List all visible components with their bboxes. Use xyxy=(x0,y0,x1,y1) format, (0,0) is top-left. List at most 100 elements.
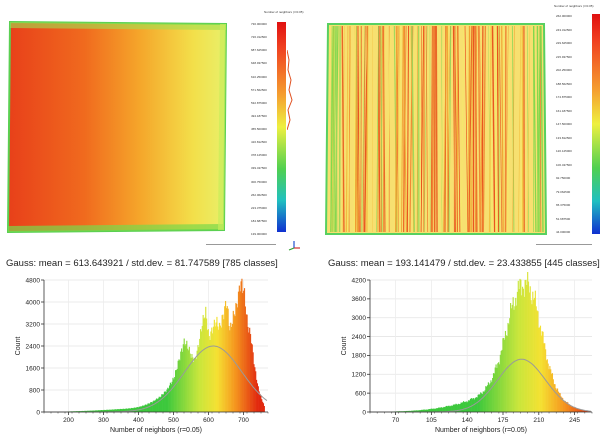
histogram-bar xyxy=(84,410,86,412)
point-stripe xyxy=(402,25,407,233)
histogram-bar xyxy=(95,410,97,412)
point-stripe xyxy=(506,25,509,233)
histogram-bar xyxy=(464,402,466,412)
point-stripe xyxy=(537,25,541,233)
histogram-bar xyxy=(499,354,501,412)
histogram-bar xyxy=(168,385,171,412)
histogram-bar xyxy=(503,337,505,412)
histogram-bar xyxy=(586,411,589,412)
histogram-bar xyxy=(430,408,432,412)
histogram-bar xyxy=(220,327,222,412)
histogram-bar xyxy=(539,325,542,412)
histogram-bar xyxy=(230,322,232,412)
histogram-bar xyxy=(467,401,469,412)
histogram-bar xyxy=(224,300,227,412)
histogram-bar xyxy=(133,407,135,412)
histogram-bar xyxy=(564,400,566,412)
histogram-bar xyxy=(511,304,513,412)
point-stripe xyxy=(401,25,404,233)
histogram-bar xyxy=(524,280,526,412)
histogram-bar xyxy=(547,363,549,412)
point-stripe xyxy=(533,25,537,233)
histogram-bar xyxy=(212,333,214,412)
scale-tick-label: 229.625000 xyxy=(556,41,572,45)
scale-tick-label: 161.187500 xyxy=(556,108,572,113)
histogram-bar xyxy=(442,407,444,412)
histogram-bar xyxy=(216,316,218,412)
histogram-bar xyxy=(583,410,585,412)
scale-tick-label: 730.000000 xyxy=(251,22,267,26)
point-stripe xyxy=(448,25,452,233)
histogram-bar xyxy=(213,319,215,412)
histogram-bar xyxy=(119,409,121,412)
histogram-bar xyxy=(549,366,551,412)
histogram-bar xyxy=(556,389,558,412)
scale-tick-label: 262.062500 xyxy=(251,192,267,197)
histogram-bar xyxy=(515,305,518,412)
histogram-bar xyxy=(506,335,508,412)
histogram-bar xyxy=(167,387,169,412)
histogram-bar xyxy=(157,398,159,412)
x-tick-label: 600 xyxy=(203,417,214,424)
histogram-bar xyxy=(164,391,166,412)
histogram-bar xyxy=(477,394,479,412)
histogram-bar xyxy=(193,361,195,412)
histogram-bar xyxy=(408,410,410,412)
histogram-bar xyxy=(196,350,198,412)
histogram-bar xyxy=(117,409,119,412)
histogram-bar xyxy=(170,384,172,412)
histogram-bar xyxy=(207,329,209,412)
histogram-bar xyxy=(416,410,418,412)
point-stripe xyxy=(505,25,509,233)
histogram-bar xyxy=(259,393,261,412)
histogram-bar xyxy=(134,407,136,412)
histogram-bar xyxy=(249,327,251,412)
histogram-bar xyxy=(166,389,168,412)
histogram-bar xyxy=(569,405,571,412)
histogram-bar xyxy=(459,404,461,412)
histogram-bar xyxy=(421,409,423,412)
scale-tick-label: 133.812500 xyxy=(556,135,572,140)
scale-tick-label: 262.000000 xyxy=(556,14,572,18)
point-stripe xyxy=(353,25,357,233)
point-cloud-view-left[interactable]: Number of neighbors (r=0.05) 730.000000 7… xyxy=(0,0,304,251)
histogram-bar xyxy=(173,379,175,412)
point-stripe xyxy=(376,25,379,233)
histogram-bar xyxy=(440,407,443,412)
histogram-bar xyxy=(161,394,163,412)
histogram-bar xyxy=(87,410,89,412)
point-stripe xyxy=(448,25,451,233)
histogram-bar xyxy=(162,394,164,412)
point-stripe xyxy=(399,25,402,233)
histogram-bar xyxy=(480,393,483,412)
histogram-bar xyxy=(462,402,464,412)
histogram-bar xyxy=(131,408,134,412)
histogram-bar xyxy=(94,410,96,412)
scale-tick-label: 571.562500 xyxy=(251,87,267,92)
histogram-bar xyxy=(546,359,548,412)
histogram-bar xyxy=(261,399,263,412)
histogram-bar xyxy=(211,327,213,412)
histogram-bar xyxy=(523,296,525,412)
scale-tick-label: 120.125000 xyxy=(556,149,572,153)
point-stripe xyxy=(386,25,391,233)
histogram-bar xyxy=(585,410,587,412)
histogram-bar xyxy=(481,394,483,412)
histogram-bar xyxy=(147,403,149,412)
histogram-bar xyxy=(181,351,184,412)
color-scale-left xyxy=(275,14,297,232)
histogram-bar xyxy=(571,406,573,412)
point-cloud-view-right[interactable]: Number of neighbors (r=0.05) 262.000000 2… xyxy=(304,0,608,250)
histogram-bar xyxy=(508,324,510,412)
axis-gizmo-icon[interactable] xyxy=(288,238,300,251)
histogram-bar xyxy=(409,410,411,412)
point-stripe xyxy=(441,25,445,233)
histogram-bar xyxy=(119,408,122,412)
scale-divider-right xyxy=(536,244,592,245)
histogram-bar xyxy=(177,360,179,412)
histogram-bar xyxy=(560,396,562,412)
histogram-bar xyxy=(97,410,99,412)
histogram-bar xyxy=(238,285,240,412)
histogram-bar xyxy=(263,405,265,412)
point-cloud-right xyxy=(324,23,548,235)
